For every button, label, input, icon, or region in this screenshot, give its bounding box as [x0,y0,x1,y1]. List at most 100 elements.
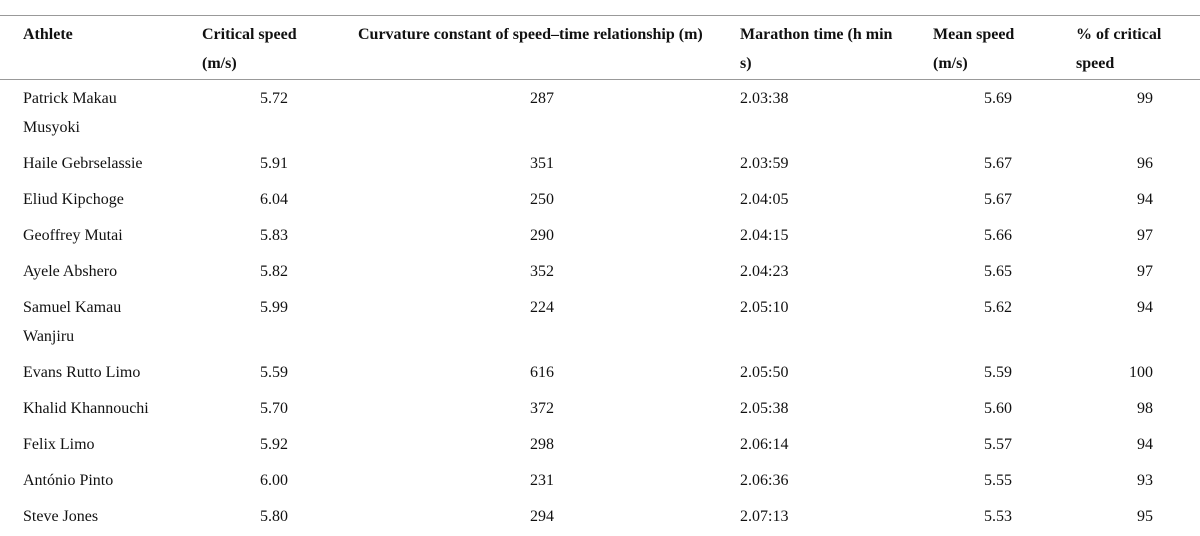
cell-text: 94 [1137,191,1153,208]
cell: 5.72 [202,84,358,142]
cell-text: 2.05:10 [740,299,789,316]
table-row: Khalid Khannouchi 5.70 372 2.05:38 5.60 98 [0,390,1200,426]
cell-text: 5.82 [260,263,288,280]
cell: 224 [358,293,740,351]
header-row: Athlete Critical speed (m/s) Curvature con… [0,15,1200,80]
cell-text: Patrick Makau Musyoki [23,90,117,136]
spacer [0,185,23,214]
cell: 5.59 [202,358,358,387]
cell: Ayele Abshero [23,257,202,286]
cell-text: 2.06:14 [740,436,789,453]
cell: Khalid Khannouchi [23,394,202,423]
cell: 231 [358,466,740,495]
cell: Steve Jones [23,502,202,531]
cell-text: 6.04 [260,191,288,208]
table-row: Patrick Makau Musyoki 5.72 287 2.03:38 5.69 9… [0,80,1200,145]
cell: António Pinto [23,466,202,495]
cell: Evans Rutto Limo [23,358,202,387]
cell: Eliud Kipchoge [23,185,202,214]
cell-text: 5.55 [984,472,1012,489]
spacer [0,293,23,351]
cell-text: 616 [530,364,554,381]
spacer [0,466,23,495]
cell-text: 2.04:05 [740,191,789,208]
spacer [0,84,23,142]
cell-text: Athlete [23,26,73,43]
spacer [0,20,23,78]
cell-text: 5.92 [260,436,288,453]
cell: 2.04:15 [740,221,933,250]
spacer [0,502,23,531]
cell-text: Curvature constant of speed–time relatio… [358,26,703,43]
spacer [0,149,23,178]
cell: 294 [358,502,740,531]
cell: 5.80 [202,502,358,531]
cell-text: 5.99 [260,299,288,316]
cell: 616 [358,358,740,387]
cell: 5.62 [933,293,1076,351]
table-row: Evans Rutto Limo 5.59 616 2.05:50 5.59 100 [0,354,1200,390]
cell-text: 5.91 [260,155,288,172]
cell: 2.06:36 [740,466,933,495]
cell: 5.70 [202,394,358,423]
cell-text: 100 [1129,364,1153,381]
cell-text: 2.05:38 [740,400,789,417]
cell: Athlete [23,20,202,78]
table-row: António Pinto 6.00 231 2.06:36 5.55 93 [0,462,1200,498]
cell: 250 [358,185,740,214]
cell-text: 5.67 [984,155,1012,172]
cell-text: 231 [530,472,554,489]
cell: 96 [1076,149,1200,178]
cell: 298 [358,430,740,459]
cell-text: Samuel Kamau Wanjiru [23,299,122,345]
cell-text: 2.06:36 [740,472,789,489]
cell: 94 [1076,185,1200,214]
cell-text: 5.83 [260,227,288,244]
cell-text: 6.00 [260,472,288,489]
table-row: Steve Jones 5.80 294 2.07:13 5.53 95 [0,498,1200,534]
cell: Curvature constant of speed–time relatio… [358,20,740,78]
cell: 5.60 [933,394,1076,423]
cell: 5.66 [933,221,1076,250]
cell-text: 250 [530,191,554,208]
spacer [0,394,23,423]
cell-text: 93 [1137,472,1153,489]
cell-text: Haile Gebrselassie [23,155,143,172]
cell: Mean speed (m/s) [933,20,1076,78]
cell: 2.05:10 [740,293,933,351]
cell: 6.04 [202,185,358,214]
cell-text: 96 [1137,155,1153,172]
cell: 352 [358,257,740,286]
spacer [0,430,23,459]
cell-text: 5.60 [984,400,1012,417]
cell-text: Steve Jones [23,508,99,525]
cell: 2.04:05 [740,185,933,214]
cell-text: 5.72 [260,90,288,107]
cell-text: 2.07:13 [740,508,789,525]
cell: 372 [358,394,740,423]
cell: 99 [1076,84,1200,142]
cell: 5.57 [933,430,1076,459]
cell: 100 [1076,358,1200,387]
cell-text: 372 [530,400,554,417]
cell: 5.65 [933,257,1076,286]
cell-text: Eliud Kipchoge [23,191,124,208]
cell-text: Khalid Khannouchi [23,400,149,417]
cell-text: 298 [530,436,554,453]
table-row: Geoffrey Mutai 5.83 290 2.04:15 5.66 97 [0,217,1200,253]
cell: Geoffrey Mutai [23,221,202,250]
cell-text: Marathon time (h min s) [740,26,893,72]
cell-text: 94 [1137,436,1153,453]
cell-text: 5.62 [984,299,1012,316]
cell-text: 5.67 [984,191,1012,208]
cell: 5.67 [933,149,1076,178]
cell-text: 99 [1137,90,1153,107]
cell-text: 290 [530,227,554,244]
cell: 2.03:59 [740,149,933,178]
cell-text: António Pinto [23,472,114,489]
cell-text: 294 [530,508,554,525]
table-row: Ayele Abshero 5.82 352 2.04:23 5.65 97 [0,253,1200,289]
cell-text: 5.57 [984,436,1012,453]
cell-text: 5.53 [984,508,1012,525]
